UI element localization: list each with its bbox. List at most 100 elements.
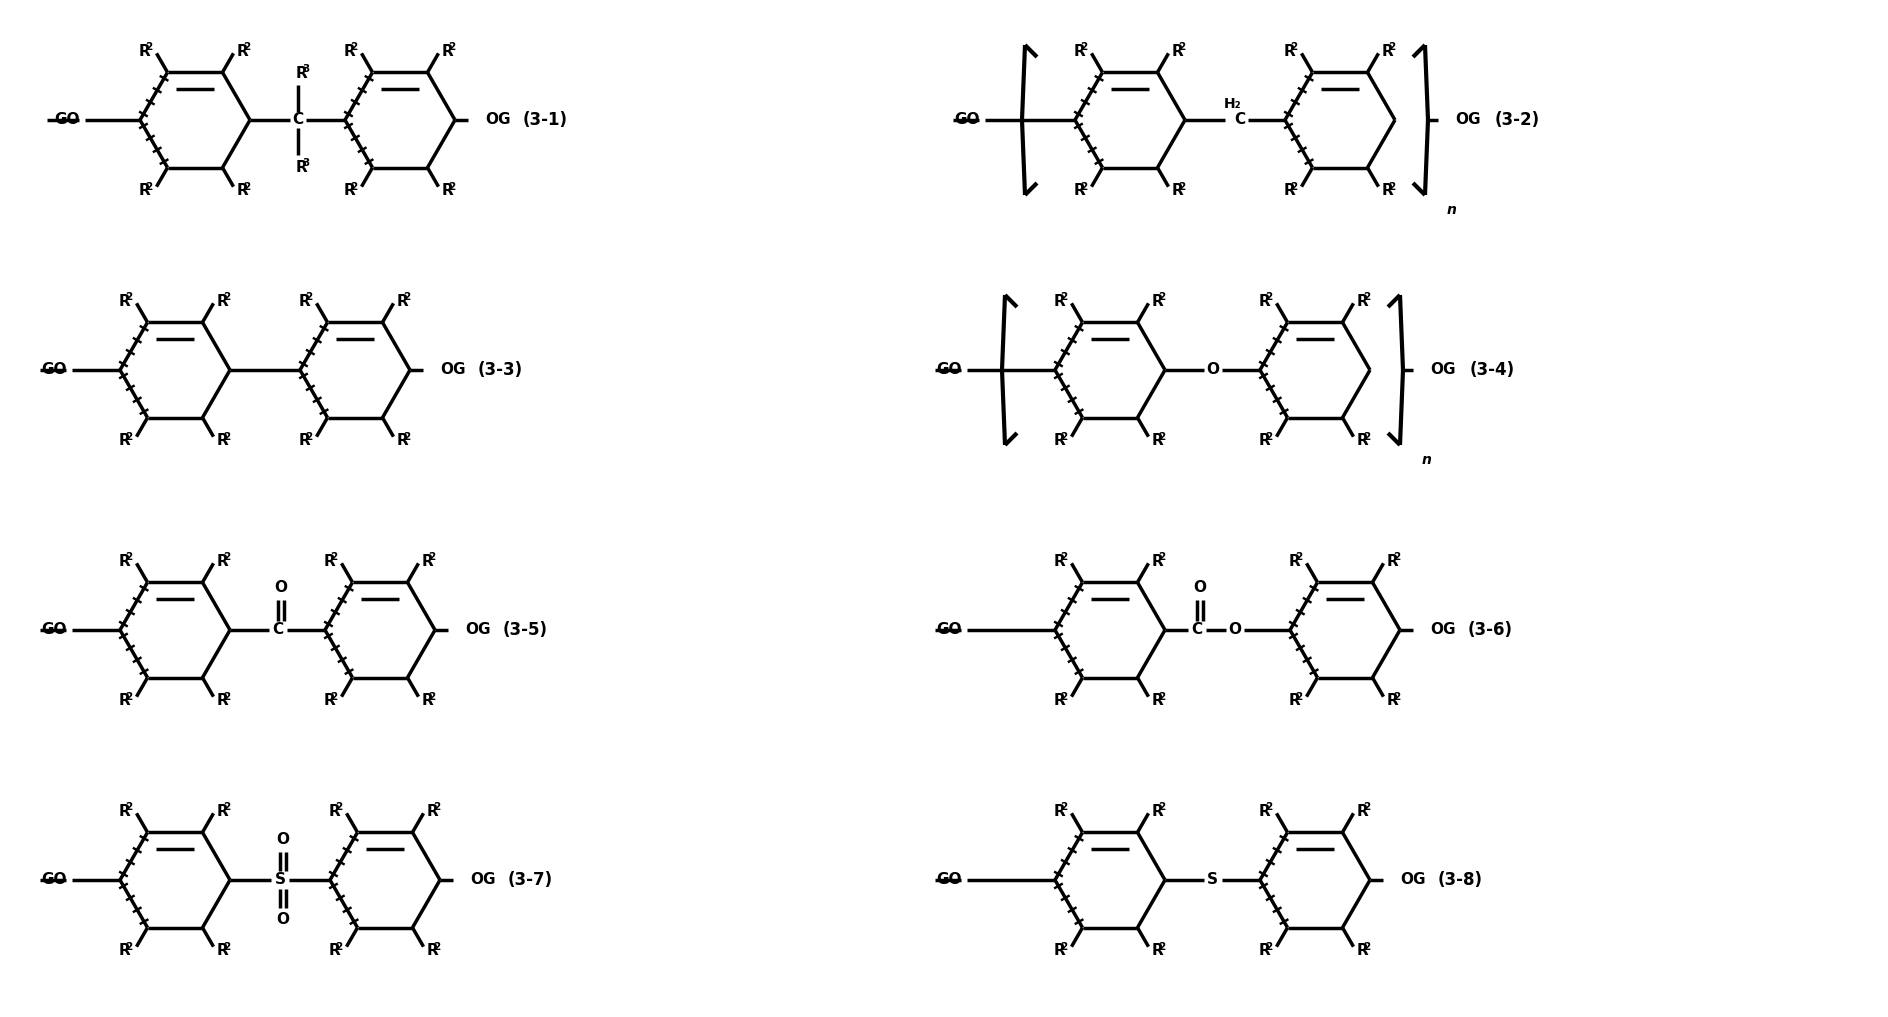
Text: 2: 2 <box>1393 552 1401 562</box>
Text: R: R <box>1288 554 1301 569</box>
Text: R: R <box>1356 433 1369 448</box>
Text: R: R <box>296 65 308 80</box>
Text: 2: 2 <box>223 802 230 813</box>
Text: R: R <box>217 554 228 569</box>
Text: R: R <box>344 183 355 198</box>
Text: R: R <box>1259 943 1271 958</box>
Text: R: R <box>298 433 310 448</box>
Text: 2: 2 <box>223 692 230 702</box>
Text: 2: 2 <box>125 802 132 813</box>
Text: 2: 2 <box>223 942 230 952</box>
Text: 2: 2 <box>244 42 251 52</box>
Text: R: R <box>1284 183 1295 198</box>
Text: R: R <box>1152 803 1163 819</box>
Text: OG: OG <box>1429 362 1456 377</box>
Text: 2: 2 <box>447 181 455 191</box>
Text: R: R <box>1054 694 1065 708</box>
Text: 2: 2 <box>1178 181 1186 191</box>
Text: 2: 2 <box>1363 942 1371 952</box>
Text: R: R <box>1152 694 1163 708</box>
Text: 2: 2 <box>1363 802 1371 813</box>
Text: R: R <box>442 183 453 198</box>
Text: 2: 2 <box>1061 942 1067 952</box>
Text: 2: 2 <box>1061 552 1067 562</box>
Text: R: R <box>442 44 453 59</box>
Text: 2: 2 <box>1159 802 1165 813</box>
Text: R: R <box>217 294 228 309</box>
Text: GO: GO <box>955 113 980 127</box>
Text: 2: 2 <box>330 552 338 562</box>
Text: 2: 2 <box>145 181 153 191</box>
Text: (3-2): (3-2) <box>1495 111 1541 129</box>
Text: 2: 2 <box>1363 431 1371 441</box>
Text: 2: 2 <box>1265 292 1273 302</box>
Text: R: R <box>1152 294 1163 309</box>
Text: (3-8): (3-8) <box>1439 871 1482 889</box>
Text: 2: 2 <box>1178 42 1186 52</box>
Text: OG: OG <box>464 622 491 638</box>
Text: 2: 2 <box>1159 292 1165 302</box>
Text: S: S <box>1206 873 1218 888</box>
Text: R: R <box>1386 694 1399 708</box>
Text: R: R <box>119 294 130 309</box>
Text: R: R <box>427 943 438 958</box>
Text: R: R <box>1259 803 1271 819</box>
Text: R: R <box>298 294 310 309</box>
Text: 2: 2 <box>1080 181 1087 191</box>
Text: R: R <box>1356 943 1369 958</box>
Text: R: R <box>1386 554 1399 569</box>
Text: 2: 2 <box>1159 692 1165 702</box>
Text: O: O <box>1193 581 1206 596</box>
Text: 3: 3 <box>302 158 310 168</box>
Text: R: R <box>217 943 228 958</box>
Text: R: R <box>396 433 408 448</box>
Text: R: R <box>1074 183 1086 198</box>
Text: 2: 2 <box>1363 292 1371 302</box>
Text: O: O <box>1206 362 1220 377</box>
Text: R: R <box>217 694 228 708</box>
Text: R: R <box>1054 803 1065 819</box>
Text: 2: 2 <box>351 42 357 52</box>
Text: R: R <box>296 160 308 175</box>
Text: OG: OG <box>485 113 510 127</box>
Text: R: R <box>329 803 340 819</box>
Text: 2: 2 <box>1159 431 1165 441</box>
Text: 2: 2 <box>429 692 436 702</box>
Text: 2: 2 <box>1080 42 1087 52</box>
Text: R: R <box>1259 294 1271 309</box>
Text: 2: 2 <box>244 181 251 191</box>
Text: R: R <box>1382 183 1393 198</box>
Text: 2: 2 <box>1295 692 1303 702</box>
Text: R: R <box>119 554 130 569</box>
Text: (3-7): (3-7) <box>508 871 553 889</box>
Text: R: R <box>217 433 228 448</box>
Text: O: O <box>276 912 289 928</box>
Text: R: R <box>1259 433 1271 448</box>
Text: 2: 2 <box>125 692 132 702</box>
Text: R: R <box>427 803 438 819</box>
Text: (3-1): (3-1) <box>523 111 568 129</box>
Text: R: R <box>1152 554 1163 569</box>
Text: 2: 2 <box>223 431 230 441</box>
Text: O: O <box>276 833 289 847</box>
Text: GO: GO <box>936 873 963 888</box>
Text: R: R <box>138 44 151 59</box>
Text: R: R <box>1054 554 1065 569</box>
Text: 2: 2 <box>125 292 132 302</box>
Text: R: R <box>1356 803 1369 819</box>
Text: R: R <box>236 44 247 59</box>
Text: 2: 2 <box>1290 181 1297 191</box>
Text: C: C <box>293 113 304 127</box>
Text: 2: 2 <box>1290 42 1297 52</box>
Text: R: R <box>1054 294 1065 309</box>
Text: R: R <box>323 554 336 569</box>
Text: 3: 3 <box>302 64 310 74</box>
Text: R: R <box>1152 433 1163 448</box>
Text: OG: OG <box>470 873 495 888</box>
Text: OG: OG <box>440 362 466 377</box>
Text: R: R <box>1356 294 1369 309</box>
Text: O: O <box>1229 622 1242 638</box>
Text: 2: 2 <box>125 431 132 441</box>
Text: 2: 2 <box>336 802 342 813</box>
Text: 2: 2 <box>404 292 410 302</box>
